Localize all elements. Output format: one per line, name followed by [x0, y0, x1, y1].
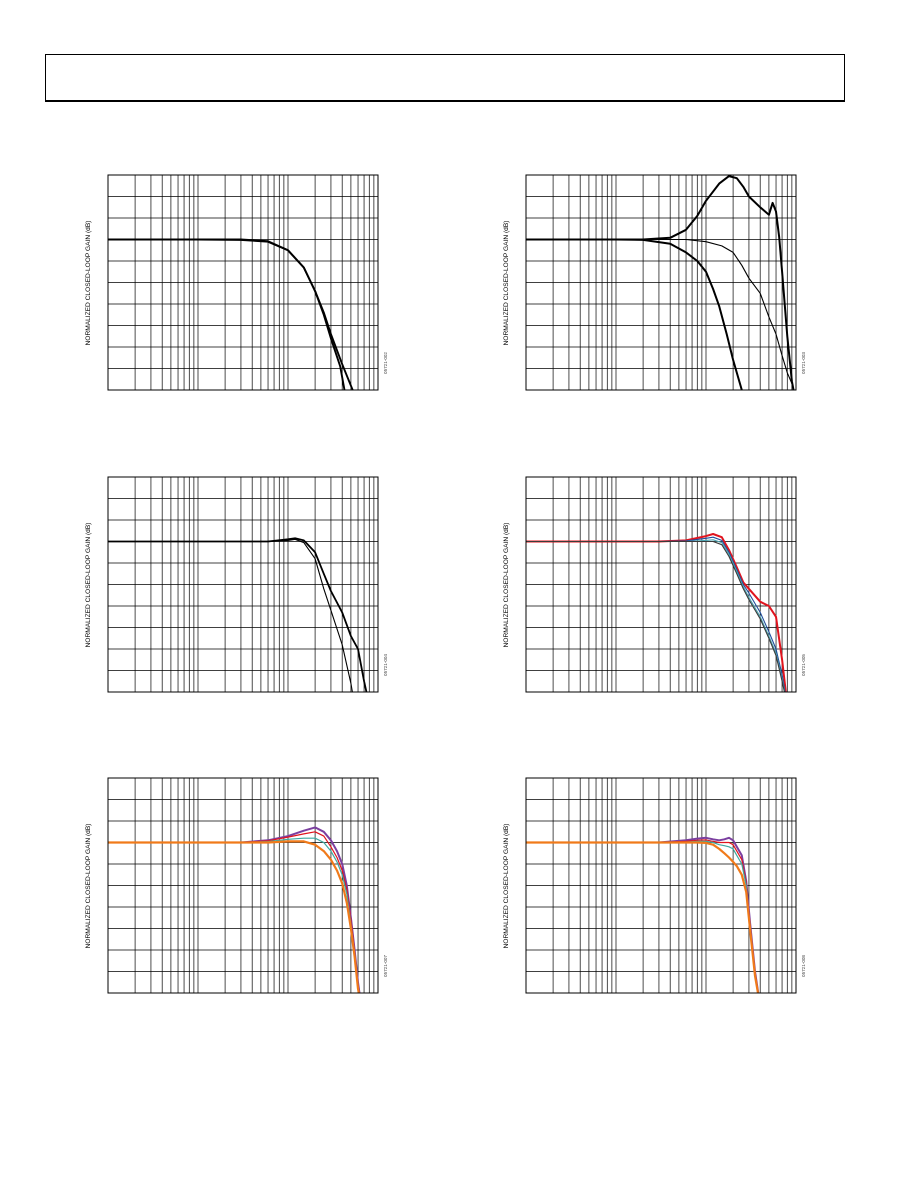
series-line-2 — [108, 238, 346, 390]
y-axis-label: NORMALIZED CLOSED-LOOP GAIN (dB) — [85, 523, 92, 648]
plot-frame — [107, 174, 379, 391]
y-axis-label: NORMALIZED CLOSED-LOOP GAIN (dB) — [85, 221, 92, 346]
page-header-box — [45, 54, 845, 102]
grid — [526, 778, 796, 993]
grid — [526, 175, 796, 390]
chart-fig-007: NORMALIZED CLOSED-LOOP GAIN (dB) 05721-0… — [85, 777, 388, 994]
series-line-4 — [526, 841, 760, 993]
series-line-2 — [526, 536, 786, 692]
grid — [108, 175, 378, 390]
chart-fig-004: NORMALIZED CLOSED-LOOP GAIN (dB) 05721-0… — [85, 476, 388, 693]
series-line-1 — [108, 238, 354, 390]
figure-code: 05721-005 — [801, 654, 806, 676]
series-line-3 — [108, 837, 360, 993]
figure-code: 05721-008 — [801, 955, 806, 977]
series-line-4 — [108, 840, 360, 993]
series-line-3 — [526, 539, 786, 692]
plot-frame — [525, 476, 797, 693]
y-axis-label: NORMALIZED CLOSED-LOOP GAIN (dB) — [503, 221, 510, 346]
series-line-3 — [526, 238, 743, 390]
figure-code: 05721-003 — [801, 352, 806, 374]
plot-frame — [525, 777, 797, 994]
figure-code: 05721-002 — [383, 352, 388, 374]
grid — [108, 477, 378, 692]
chart-fig-002: NORMALIZED CLOSED-LOOP GAIN (dB) 05721-0… — [85, 174, 388, 391]
plot-frame — [525, 174, 797, 391]
plot-frame — [107, 777, 379, 994]
figure-code: 05721-004 — [383, 654, 388, 676]
grid — [526, 477, 796, 692]
figure-code: 05721-007 — [383, 955, 388, 977]
series-line-2 — [526, 238, 794, 390]
y-axis-label: NORMALIZED CLOSED-LOOP GAIN (dB) — [503, 824, 510, 949]
series-line-1 — [526, 175, 795, 390]
plot-frame — [107, 476, 379, 693]
series-line-1 — [526, 533, 787, 692]
series-line-2 — [108, 538, 353, 692]
chart-fig-008: NORMALIZED CLOSED-LOOP GAIN (dB) 05721-0… — [503, 777, 806, 994]
series-line-2 — [108, 831, 360, 993]
series-line-4 — [526, 540, 786, 692]
y-axis-label: NORMALIZED CLOSED-LOOP GAIN (dB) — [85, 824, 92, 949]
y-axis-label: NORMALIZED CLOSED-LOOP GAIN (dB) — [503, 523, 510, 648]
chart-fig-005: NORMALIZED CLOSED-LOOP GAIN (dB) 05721-0… — [503, 476, 806, 693]
chart-fig-003: NORMALIZED CLOSED-LOOP GAIN (dB) 05721-0… — [503, 174, 806, 391]
grid — [108, 778, 378, 993]
series-line-1 — [108, 826, 361, 993]
